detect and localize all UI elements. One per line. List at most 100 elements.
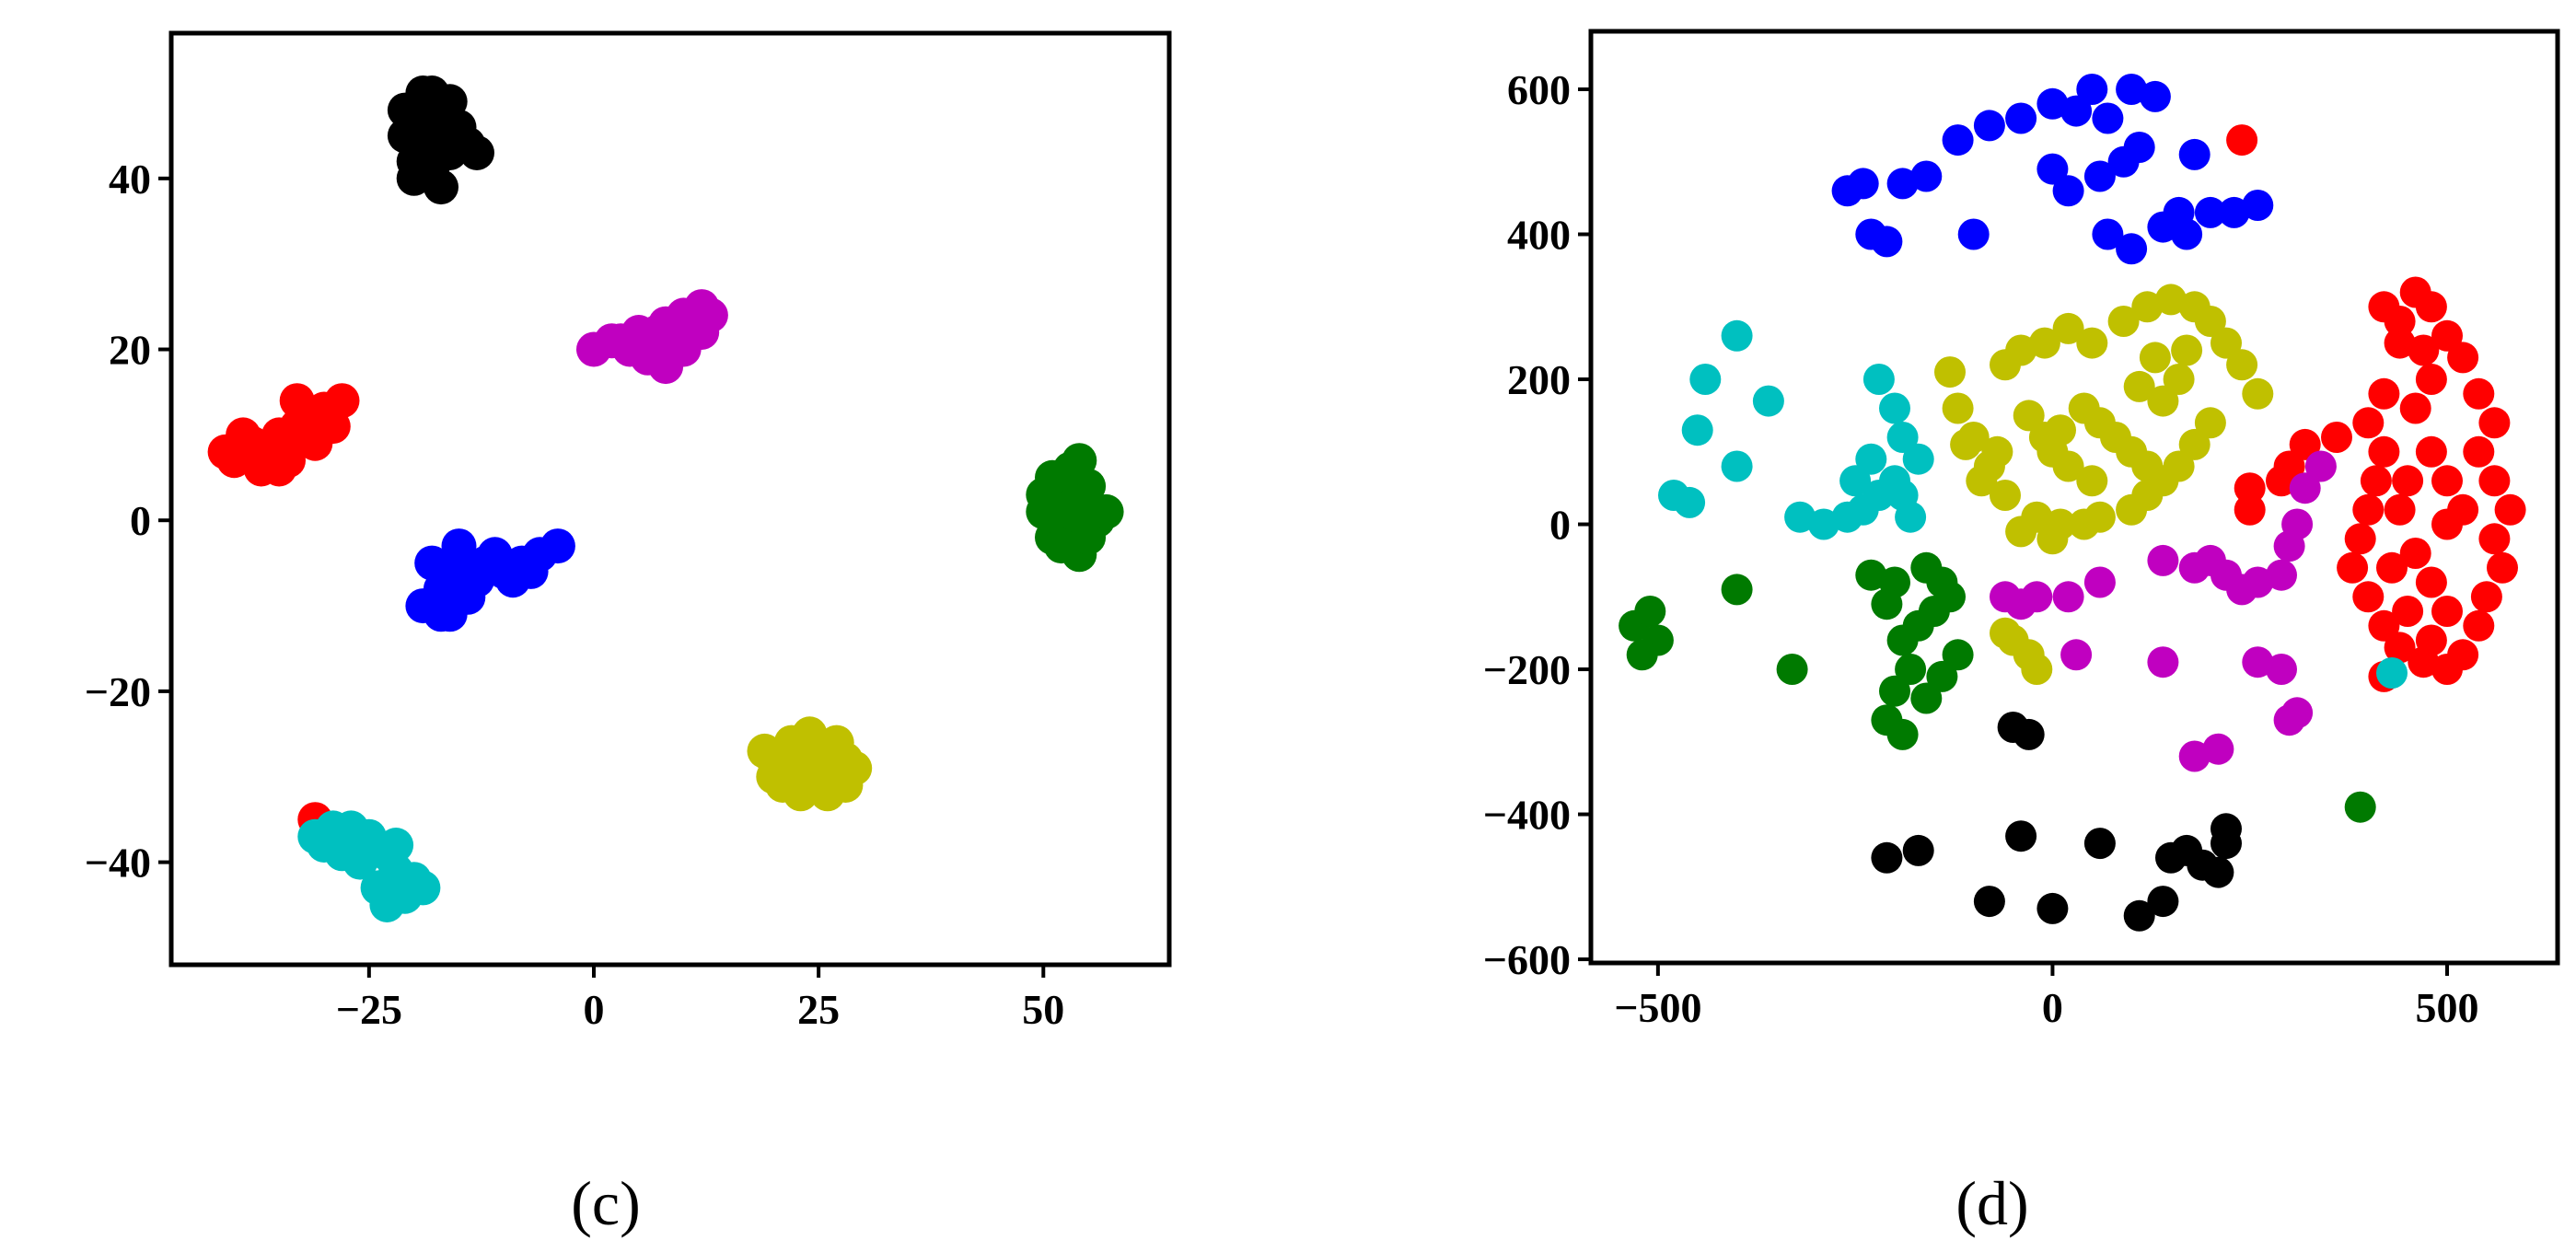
panel-c-point-green-12 — [1088, 493, 1124, 529]
panel-d-x-axis: −500 0 500 — [1614, 963, 2479, 1031]
panel-d-point-blue-10 — [2060, 95, 2093, 127]
panel-c-point-magenta-16 — [684, 315, 720, 350]
panel-d-point-yellow-4 — [2076, 327, 2108, 359]
panel-d-point-black-6 — [2123, 899, 2155, 932]
panel-c-point-green-15 — [1062, 443, 1097, 479]
panel-d-point-yellow-29 — [1966, 465, 1998, 497]
panel-d-point-yellow-36 — [2052, 450, 2084, 482]
panel-c-point-cyan-13 — [405, 870, 441, 906]
panel-d-point-magenta-17 — [2147, 646, 2179, 678]
panel-c-point-black-12 — [432, 84, 468, 120]
panel-d-point-green-18 — [1910, 682, 1943, 714]
panel-d-point-red-26 — [2344, 523, 2376, 555]
panel-d-point-yellow-43 — [2163, 364, 2195, 395]
panel-d-point-red-31 — [2321, 422, 2352, 453]
panel-d-point-red-6 — [2408, 334, 2440, 366]
panel-d-point-blue-27 — [2242, 190, 2274, 221]
panel-d-point-blue-13 — [2116, 74, 2148, 105]
panel-d-point-red-50 — [2368, 377, 2400, 410]
panel-d-point-green-19 — [1926, 660, 1958, 692]
panel-d-point-magenta-5 — [2147, 544, 2179, 576]
panel-d-point-yellow-7 — [2155, 284, 2187, 316]
panel-d-point-blue-3 — [1871, 226, 1903, 258]
panel-d-point-red-41 — [2392, 465, 2424, 497]
panel-d-point-red-32 — [2289, 428, 2321, 460]
panel-d-point-cyan-5 — [1862, 364, 1895, 395]
panel-d-point-red-11 — [2478, 407, 2511, 439]
panel-d-point-red-17 — [2470, 581, 2502, 613]
panel-d-point-yellow-6 — [2131, 291, 2164, 323]
panel-c-x-tick-label-3: 50 — [1022, 986, 1064, 1033]
panel-d-point-red-48 — [2392, 596, 2424, 627]
panel-c-point-red-13 — [261, 451, 297, 487]
panel-d-point-red-12 — [2463, 435, 2495, 468]
panel-c-y-tick-label-4: 40 — [109, 156, 151, 203]
panel-d-x-tick-label-2: 500 — [2416, 984, 2479, 1031]
panel-d-point-black-7 — [2147, 886, 2179, 918]
panel-d-point-red-0 — [2226, 124, 2258, 156]
panel-d-point-yellow-28 — [1950, 428, 1982, 460]
panel-d-point-yellow-23 — [1990, 480, 2021, 511]
panel-d-point-yellow-38 — [2013, 400, 2045, 432]
panel-d-point-green-20 — [1942, 639, 1974, 671]
panel-d-point-blue-28 — [2178, 138, 2210, 170]
panel-d-point-red-51 — [2431, 508, 2463, 540]
panel-c-x-tick-label-1: 0 — [583, 986, 604, 1033]
panel-c-point-yellow-15 — [756, 759, 792, 794]
panel-d-point-black-11 — [2202, 856, 2234, 888]
panel-d-point-yellow-34 — [2131, 450, 2164, 482]
panel-d-point-red-23 — [2368, 609, 2400, 642]
panel-d-x-tick-label-1: 0 — [2042, 984, 2063, 1031]
panel-d-label: (d) — [1955, 1168, 2028, 1238]
panel-c-point-black-15 — [414, 118, 450, 154]
panel-c-point-green-13 — [1052, 493, 1088, 529]
panel-d-point-magenta-21 — [2266, 654, 2297, 685]
panel-d-point-magenta-2 — [2021, 581, 2053, 613]
panel-d-point-blue-1 — [1847, 168, 1879, 200]
panel-d-point-cyan-13 — [1807, 508, 1839, 540]
panel-c-point-blue-10 — [459, 562, 494, 598]
panel-d-point-blue-20 — [2092, 218, 2124, 250]
panel-c-y-tick-label-3: 20 — [109, 327, 151, 374]
panel-c-point-yellow-8 — [818, 725, 854, 760]
panel-d-point-black-15 — [2013, 718, 2045, 750]
panel-d-point-yellow-45 — [2171, 334, 2203, 366]
panel-d-point-magenta-13 — [2281, 508, 2314, 540]
panel-d-point-green-5 — [1776, 654, 1808, 685]
panel-d-point-green-13 — [1886, 624, 1919, 656]
panel-d-point-magenta-20 — [2242, 646, 2274, 678]
panel-c-y-tick-label-2: 0 — [130, 497, 151, 544]
panel-d-point-cyan-16 — [1855, 443, 1887, 475]
panel-d-point-black-4 — [2036, 892, 2069, 924]
panel-d-point-yellow-2 — [2028, 327, 2060, 359]
panel-d-point-yellow-52 — [1981, 435, 2013, 468]
panel-d-point-red-44 — [2415, 566, 2447, 598]
panel-d-point-yellow-10 — [2210, 327, 2242, 359]
panel-d-point-red-14 — [2494, 493, 2526, 526]
panel-d-x-tick-label-0: −500 — [1614, 984, 1701, 1031]
panel-d-point-black-5 — [2083, 828, 2116, 860]
panel-d-point-red-47 — [2376, 551, 2408, 584]
panel-d-point-black-3 — [2005, 820, 2037, 852]
panel-d-y-tick-label-6: 600 — [1507, 66, 1571, 113]
panel-d-point-red-20 — [2431, 654, 2463, 685]
panel-d-point-magenta-15 — [2304, 450, 2337, 482]
panel-d-point-yellow-44 — [2139, 342, 2171, 374]
panel-c-point-blue-13 — [441, 528, 477, 564]
panel-d-point-red-25 — [2337, 551, 2369, 584]
panel-d-point-blue-25 — [2194, 196, 2226, 228]
panel-d-point-blue-4 — [1886, 168, 1919, 200]
panel-d-point-yellow-20 — [2068, 508, 2100, 540]
panel-d-point-yellow-26 — [1942, 392, 1974, 424]
panel-c-point-magenta-15 — [639, 315, 675, 350]
panel-c-y-tick-label-0: −40 — [85, 840, 151, 887]
panel-d-point-yellow-11 — [2226, 349, 2258, 381]
panel-d-point-magenta-3 — [2052, 581, 2084, 613]
panel-c-point-magenta-13 — [594, 323, 630, 359]
panel-d-point-red-7 — [2431, 319, 2463, 352]
panel-d-plot-frame — [1588, 29, 2560, 966]
panel-c-point-yellow-14 — [828, 768, 864, 803]
panel-d-point-yellow-41 — [2123, 370, 2155, 402]
panel-c-point-blue-9 — [540, 528, 575, 564]
panel-d-point-magenta-10 — [2242, 566, 2274, 598]
